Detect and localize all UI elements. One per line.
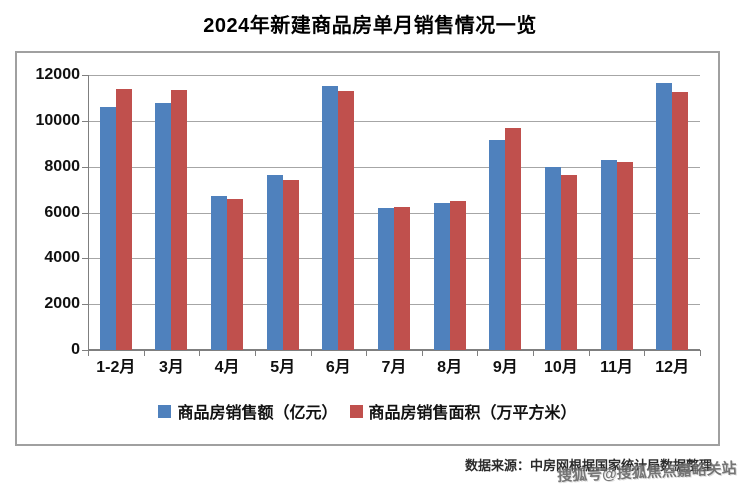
- legend-label: 商品房销售面积（万平方米）: [368, 405, 577, 422]
- bar-sales-area: [394, 206, 410, 350]
- x-axis-tick: [143, 350, 145, 356]
- x-axis-tick: [533, 350, 535, 356]
- bar-sales-area: [505, 127, 522, 350]
- x-axis-label: 7月: [381, 359, 407, 376]
- x-axis-label: 11月: [600, 359, 633, 376]
- bar-sales-amount: [656, 83, 673, 350]
- x-axis-tick: [477, 350, 479, 356]
- bar-sales-amount: [378, 207, 394, 350]
- legend-item-sales-area: 商品房销售面积（万平方米）: [349, 399, 577, 423]
- x-axis-tick: [199, 350, 201, 356]
- legend-item-sales-amount: 商品房销售额（亿元）: [158, 399, 338, 423]
- legend-swatch-icon: [349, 404, 363, 418]
- x-axis-label: 9月: [492, 359, 518, 376]
- x-axis-tick: [366, 350, 368, 356]
- x-axis-label: 10月: [543, 359, 578, 376]
- y-gridline: [88, 166, 700, 168]
- x-axis-label: 1-2月: [96, 359, 136, 376]
- x-axis-label: 12月: [655, 359, 690, 376]
- y-axis-label: 2000: [44, 295, 80, 313]
- y-axis-tick: [82, 212, 88, 214]
- y-gridline: [88, 120, 700, 122]
- legend: 商品房销售额（亿元） 商品房销售面积（万平方米）: [17, 399, 718, 423]
- legend-label: 商品房销售额（亿元）: [177, 405, 338, 422]
- x-axis-tick: [254, 350, 256, 356]
- bar-sales-amount: [433, 203, 450, 350]
- x-axis-label: 5月: [270, 359, 296, 376]
- y-axis-label: 4000: [44, 249, 80, 267]
- x-axis: [88, 349, 700, 351]
- bar-sales-amount: [155, 102, 172, 350]
- x-axis-label: 4月: [214, 359, 240, 376]
- bar-sales-amount: [544, 166, 561, 350]
- x-axis-tick: [700, 350, 701, 356]
- bar-sales-area: [560, 174, 577, 350]
- y-axis-tick: [82, 75, 88, 76]
- y-axis: [88, 75, 89, 356]
- bar-sales-area: [227, 198, 244, 350]
- y-gridline: [88, 75, 700, 76]
- y-axis-label: 12000: [35, 66, 81, 83]
- bar-sales-area: [449, 201, 466, 350]
- y-axis-tick: [82, 166, 88, 168]
- x-axis-label: 8月: [437, 359, 463, 376]
- bar-sales-amount: [211, 196, 228, 350]
- y-axis-tick: [82, 350, 88, 351]
- x-axis-tick: [310, 350, 312, 356]
- bar-sales-area: [616, 162, 633, 350]
- bar-sales-area: [171, 89, 188, 350]
- bar-sales-amount: [99, 107, 116, 350]
- bar-sales-area: [338, 91, 355, 350]
- y-axis-label: 8000: [44, 157, 80, 175]
- bar-sales-amount: [266, 174, 283, 350]
- x-axis-label: 3月: [158, 359, 184, 376]
- y-axis-label: 10000: [35, 111, 81, 129]
- y-axis-tick: [82, 120, 88, 122]
- y-axis-label: 6000: [44, 203, 80, 221]
- x-axis-label: 6月: [325, 359, 351, 376]
- bar-sales-area: [282, 180, 299, 350]
- legend-swatch-icon: [158, 404, 172, 418]
- bar-sales-area: [115, 88, 132, 350]
- source-note: 数据来源：中房网根据国家统计局数据整理: [464, 458, 712, 473]
- x-axis-tick: [421, 350, 423, 356]
- bar-sales-amount: [489, 140, 506, 350]
- y-axis-label: 0: [71, 341, 80, 358]
- chart-title: 2024年新建商品房单月销售情况一览: [203, 15, 537, 37]
- x-axis-tick: [88, 350, 89, 356]
- x-axis-tick: [644, 350, 646, 356]
- bar-sales-amount: [322, 86, 339, 350]
- chart-frame: 商品房销售额（亿元） 商品房销售面积（万平方米） 0 2000 4000 6000 800…: [15, 51, 720, 446]
- x-axis-tick: [588, 350, 590, 356]
- bar-sales-amount: [600, 159, 617, 350]
- y-axis-tick: [82, 304, 88, 306]
- bar-sales-area: [672, 92, 689, 350]
- y-axis-tick: [82, 258, 88, 260]
